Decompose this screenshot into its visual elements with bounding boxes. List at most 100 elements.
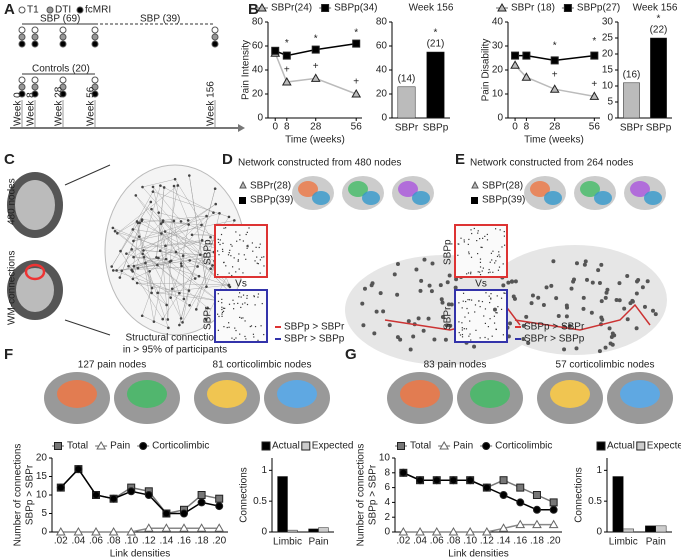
matrix-cell	[461, 307, 463, 309]
bar	[650, 37, 667, 119]
matrix-cell	[229, 249, 231, 251]
y-tick-label: 10	[36, 490, 48, 501]
matrix-cell	[256, 262, 258, 264]
y-tick-label: 5	[607, 97, 613, 108]
scan-dot	[18, 90, 26, 98]
brain-node	[600, 317, 605, 322]
brain-node	[605, 287, 610, 292]
brain-node	[472, 344, 477, 349]
y-tick-label: 10	[379, 453, 391, 464]
network-edge	[142, 219, 202, 226]
network-node	[118, 276, 122, 279]
line	[403, 523, 554, 533]
point	[498, 523, 509, 532]
point	[143, 523, 154, 532]
point	[310, 73, 321, 82]
point	[548, 519, 559, 529]
matrix-cell	[246, 247, 248, 249]
point	[532, 505, 541, 514]
matrix-cell	[468, 251, 470, 253]
matrix-cell	[259, 259, 261, 261]
matrix-cell	[231, 337, 233, 339]
network-node	[111, 226, 115, 230]
annotation: +	[353, 77, 359, 88]
matrix-cell	[228, 252, 230, 254]
network-node	[187, 223, 190, 226]
brain-node	[509, 279, 514, 284]
y-axis-label: Connections	[239, 467, 250, 523]
legend-label: SBPp(39)	[482, 195, 525, 206]
point	[482, 442, 491, 450]
annotation: (14)	[398, 73, 416, 84]
x-tick-label: .20	[212, 536, 226, 547]
scan-dot	[18, 83, 26, 91]
network-edge	[152, 191, 230, 218]
brain-node	[440, 314, 445, 319]
x-tick-label: 56	[589, 122, 601, 133]
network-node	[214, 202, 218, 206]
matrix-cell	[458, 331, 460, 334]
network-edge	[160, 250, 198, 267]
brain-icon	[277, 380, 317, 408]
x-tick-label: .12	[142, 536, 156, 547]
brain-node	[556, 313, 561, 318]
brain-node	[650, 308, 655, 313]
brain-node	[574, 261, 579, 266]
legend-label: fcMRI	[85, 5, 111, 16]
brain-node	[582, 262, 587, 267]
brain-node	[585, 277, 590, 282]
y-axis-label: Number of connections	[356, 444, 367, 547]
brain-node	[426, 316, 431, 321]
x-tick-label: 8	[284, 122, 290, 133]
network-node	[136, 266, 140, 270]
network-node	[132, 255, 135, 259]
brain-node	[610, 331, 615, 336]
caption: Structural connections	[126, 333, 225, 344]
y-axis-label: Pain Disability	[481, 39, 492, 102]
matrix-cell	[469, 320, 471, 322]
caption: in > 95% of participants	[123, 345, 227, 356]
network-edge	[161, 233, 182, 319]
network-node	[167, 326, 170, 330]
matrix-cell	[461, 336, 464, 338]
matrix-cell	[241, 303, 244, 305]
brain-node	[617, 281, 622, 286]
point	[466, 476, 475, 485]
week-label: Week 156	[206, 81, 217, 126]
matrix-cell	[257, 263, 259, 265]
network-edge	[157, 292, 216, 301]
matrix-cell	[491, 259, 493, 261]
matrix-cell	[484, 308, 487, 310]
y-tick-label: 20	[602, 49, 614, 60]
network-node	[205, 285, 208, 288]
network-node	[119, 249, 122, 253]
matrix-cell	[239, 333, 241, 335]
matrix-cell	[263, 265, 265, 267]
point	[352, 39, 361, 48]
network-edge	[132, 185, 161, 279]
network-node	[209, 235, 212, 239]
network-edge	[131, 262, 146, 271]
matrix-cell	[480, 246, 482, 248]
network-edge	[158, 257, 220, 303]
x-axis-label: Time (weeks)	[285, 135, 345, 146]
network-edge	[133, 256, 167, 260]
brain-icon	[400, 380, 440, 408]
brain-icon	[207, 380, 247, 408]
brain-node	[589, 310, 594, 315]
y-tick-label: 1	[596, 465, 602, 476]
matrix-cell	[235, 231, 237, 233]
network-node	[120, 269, 124, 273]
network-node	[132, 264, 136, 268]
legend-label: DTI	[55, 5, 71, 16]
matrix-cell	[225, 265, 227, 267]
scan-dot	[18, 76, 26, 84]
matrix-cell	[240, 306, 242, 309]
brain-node	[506, 280, 511, 285]
matrix-cell	[477, 271, 479, 273]
matrix-cell	[240, 296, 242, 298]
brain-node	[360, 301, 365, 306]
brain-node	[554, 296, 559, 301]
matrix-cell	[465, 328, 468, 330]
